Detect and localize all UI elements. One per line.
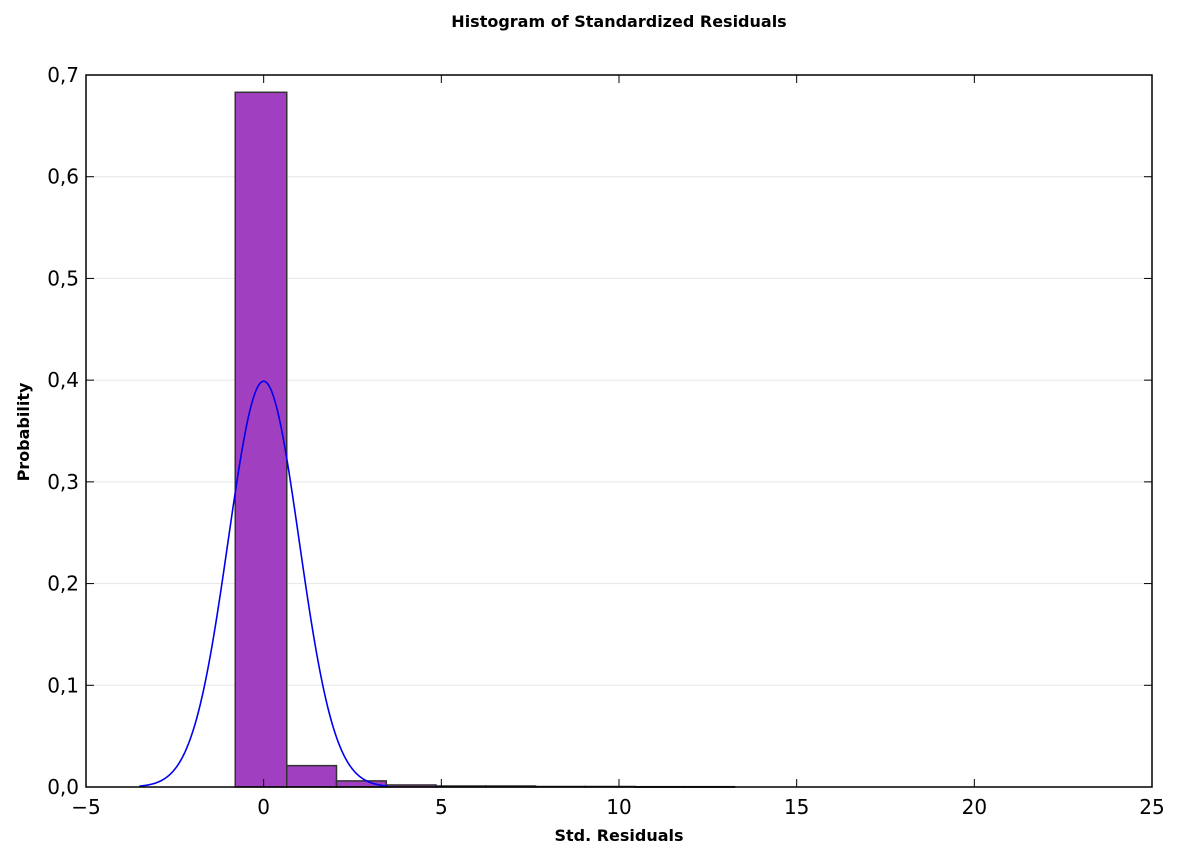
y-axis-label: Probability	[14, 382, 33, 481]
x-tick-label: 15	[784, 795, 809, 819]
y-tick-label: 0,5	[47, 266, 79, 290]
y-tick-label: 0,6	[47, 165, 79, 189]
histogram-bar	[234, 91, 288, 788]
y-tick-label: 0,7	[47, 63, 79, 87]
chart-title: Histogram of Standardized Residuals	[451, 12, 786, 31]
x-tick-label: 5	[435, 795, 448, 819]
histogram-bar	[335, 780, 388, 788]
y-tick-label: 0,2	[47, 572, 79, 596]
y-tick-label: 0,1	[47, 673, 79, 697]
x-axis-ticks: −5 0 5 10 15 20 25	[71, 75, 1165, 819]
x-axis-label: Std. Residuals	[554, 826, 683, 845]
histogram-bars	[234, 91, 736, 788]
normal-pdf-curve	[139, 380, 389, 787]
histogram-bar	[286, 764, 338, 788]
x-tick-label: −5	[71, 795, 100, 819]
x-tick-label: 0	[257, 795, 270, 819]
y-tick-label: 0,4	[47, 368, 79, 392]
y-tick-label: 0,0	[47, 775, 79, 799]
x-tick-label: 25	[1139, 795, 1164, 819]
x-tick-label: 10	[606, 795, 631, 819]
y-axis-ticks: 0,0 0,1 0,2 0,3 0,4 0,5 0,6 0,7	[47, 63, 1152, 799]
x-tick-label: 20	[962, 795, 987, 819]
y-tick-label: 0,3	[47, 470, 79, 494]
